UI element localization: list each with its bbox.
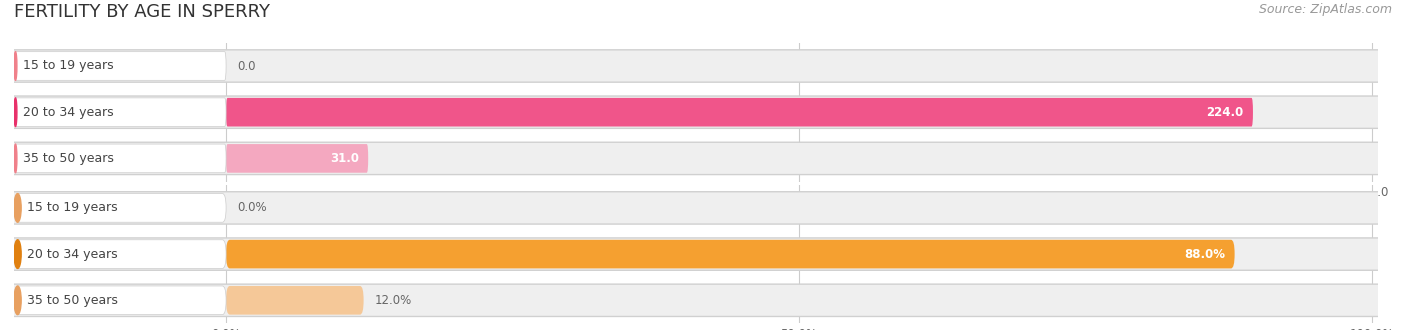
Text: 31.0: 31.0 (330, 152, 359, 165)
Text: FERTILITY BY AGE IN SPERRY: FERTILITY BY AGE IN SPERRY (14, 3, 270, 21)
Circle shape (14, 286, 21, 314)
Circle shape (14, 98, 17, 126)
Text: 20 to 34 years: 20 to 34 years (22, 106, 114, 119)
FancyBboxPatch shape (8, 96, 1384, 128)
Text: 0.0%: 0.0% (238, 201, 267, 214)
FancyBboxPatch shape (14, 144, 226, 173)
FancyBboxPatch shape (8, 50, 1384, 82)
Text: 224.0: 224.0 (1206, 106, 1244, 119)
Circle shape (14, 144, 17, 173)
FancyBboxPatch shape (8, 284, 1384, 316)
Text: 0.0: 0.0 (238, 59, 256, 73)
Circle shape (14, 240, 21, 268)
Text: 15 to 19 years: 15 to 19 years (22, 59, 114, 73)
FancyBboxPatch shape (226, 240, 1234, 268)
FancyBboxPatch shape (226, 286, 364, 314)
Text: 20 to 34 years: 20 to 34 years (27, 248, 118, 261)
FancyBboxPatch shape (14, 194, 226, 222)
FancyBboxPatch shape (226, 98, 1253, 126)
Text: Source: ZipAtlas.com: Source: ZipAtlas.com (1258, 3, 1392, 16)
Circle shape (14, 52, 17, 80)
Text: 12.0%: 12.0% (375, 294, 412, 307)
Text: 88.0%: 88.0% (1184, 248, 1226, 261)
Text: 15 to 19 years: 15 to 19 years (27, 201, 118, 214)
FancyBboxPatch shape (226, 144, 368, 173)
FancyBboxPatch shape (8, 142, 1384, 175)
Text: 35 to 50 years: 35 to 50 years (22, 152, 114, 165)
FancyBboxPatch shape (14, 52, 226, 80)
Circle shape (14, 194, 21, 222)
Text: 35 to 50 years: 35 to 50 years (27, 294, 118, 307)
FancyBboxPatch shape (8, 192, 1384, 224)
FancyBboxPatch shape (14, 98, 226, 126)
FancyBboxPatch shape (14, 240, 226, 268)
FancyBboxPatch shape (14, 286, 226, 314)
FancyBboxPatch shape (8, 238, 1384, 270)
